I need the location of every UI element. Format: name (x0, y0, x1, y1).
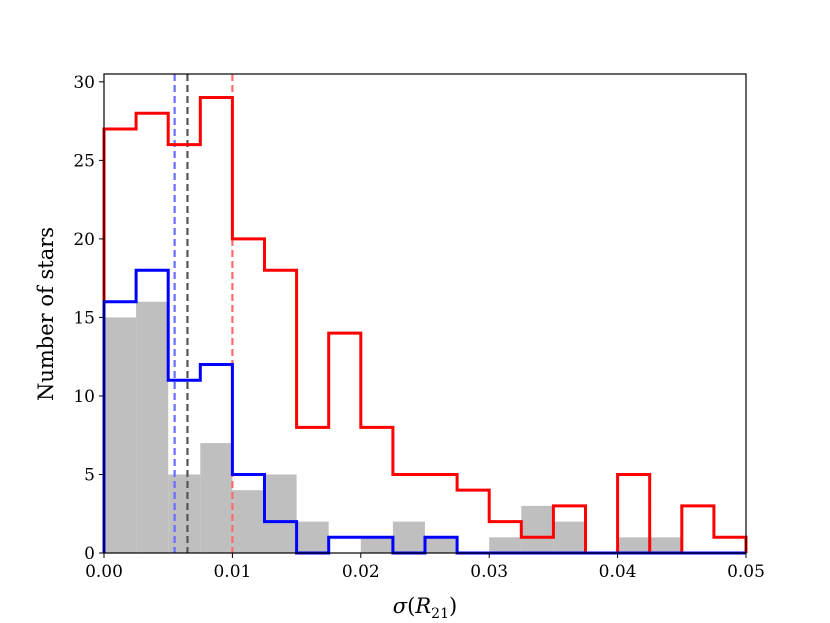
histogram-bar (264, 474, 297, 553)
histogram-bar (104, 317, 137, 553)
y-tick-label: 30 (73, 73, 95, 93)
y-tick-label: 5 (84, 465, 95, 485)
x-axis: 0.00 0.01 0.02 0.03 0.04 0.05 (85, 553, 765, 582)
y-tick-label: 0 (84, 544, 95, 564)
histogram-bar (296, 521, 329, 553)
histogram-bar (232, 490, 265, 553)
y-tick-label: 10 (73, 387, 95, 407)
histogram-bar (489, 537, 522, 553)
x-axis-label: σ(R21) (393, 594, 457, 622)
x-tick-label: 0.04 (599, 562, 637, 582)
x-tick-label: 0.05 (727, 562, 765, 582)
histogram-bar (200, 443, 233, 553)
plot-frame (103, 73, 747, 554)
filled-histogram (104, 301, 682, 553)
y-tick-label: 15 (73, 308, 95, 328)
histogram-bar (521, 505, 554, 553)
histogram-bar (649, 537, 682, 553)
histogram-bar (360, 537, 393, 553)
y-tick-label: 20 (73, 230, 95, 250)
step-series-1 (102, 96, 748, 555)
x-tick-label: 0.00 (85, 562, 123, 582)
y-tick-label: 25 (73, 151, 95, 171)
histogram-bar (168, 474, 201, 553)
x-tick-label: 0.01 (213, 562, 251, 582)
histogram-bar (136, 301, 169, 553)
x-tick-label: 0.03 (470, 562, 508, 582)
histogram-bar (392, 521, 425, 553)
histogram-bar (425, 537, 458, 553)
y-axis: 0 5 10 15 20 25 30 (73, 73, 104, 564)
histogram-bar (553, 521, 586, 553)
y-axis-label: Number of stars (34, 227, 58, 401)
histogram-bar (617, 537, 650, 553)
x-tick-label: 0.02 (342, 562, 380, 582)
